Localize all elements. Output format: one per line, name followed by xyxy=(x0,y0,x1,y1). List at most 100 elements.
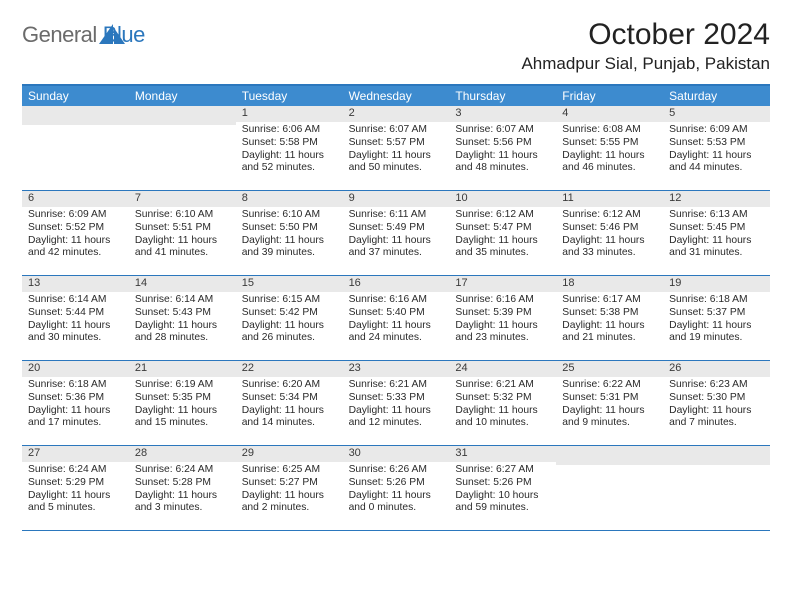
day-cell xyxy=(556,446,663,530)
sunrise-text: Sunrise: 6:19 AM xyxy=(135,379,230,392)
week-row: 20Sunrise: 6:18 AMSunset: 5:36 PMDayligh… xyxy=(22,361,770,446)
sunset-text: Sunset: 5:36 PM xyxy=(28,392,123,405)
day-number: 22 xyxy=(236,361,343,377)
day-cell: 27Sunrise: 6:24 AMSunset: 5:29 PMDayligh… xyxy=(22,446,129,530)
daylight-text: Daylight: 11 hours and 5 minutes. xyxy=(28,490,123,516)
location-text: Ahmadpur Sial, Punjab, Pakistan xyxy=(521,54,770,74)
daylight-text: Daylight: 11 hours and 7 minutes. xyxy=(669,405,764,431)
day-cell: 12Sunrise: 6:13 AMSunset: 5:45 PMDayligh… xyxy=(663,191,770,275)
sunrise-text: Sunrise: 6:09 AM xyxy=(669,124,764,137)
day-cell: 22Sunrise: 6:20 AMSunset: 5:34 PMDayligh… xyxy=(236,361,343,445)
daylight-text: Daylight: 11 hours and 35 minutes. xyxy=(455,235,550,261)
sunset-text: Sunset: 5:35 PM xyxy=(135,392,230,405)
day-cell: 20Sunrise: 6:18 AMSunset: 5:36 PMDayligh… xyxy=(22,361,129,445)
sunrise-text: Sunrise: 6:07 AM xyxy=(455,124,550,137)
day-number: 15 xyxy=(236,276,343,292)
sunset-text: Sunset: 5:34 PM xyxy=(242,392,337,405)
sunrise-text: Sunrise: 6:22 AM xyxy=(562,379,657,392)
day-number: 20 xyxy=(22,361,129,377)
daylight-text: Daylight: 11 hours and 30 minutes. xyxy=(28,320,123,346)
week-row: 1Sunrise: 6:06 AMSunset: 5:58 PMDaylight… xyxy=(22,106,770,191)
sunset-text: Sunset: 5:33 PM xyxy=(349,392,444,405)
day-cell: 5Sunrise: 6:09 AMSunset: 5:53 PMDaylight… xyxy=(663,106,770,190)
day-body: Sunrise: 6:24 AMSunset: 5:29 PMDaylight:… xyxy=(22,462,129,519)
day-cell: 26Sunrise: 6:23 AMSunset: 5:30 PMDayligh… xyxy=(663,361,770,445)
sunset-text: Sunset: 5:39 PM xyxy=(455,307,550,320)
dow-header-row: Sunday Monday Tuesday Wednesday Thursday… xyxy=(22,86,770,106)
sunset-text: Sunset: 5:57 PM xyxy=(349,137,444,150)
sunrise-text: Sunrise: 6:16 AM xyxy=(455,294,550,307)
sunrise-text: Sunrise: 6:18 AM xyxy=(669,294,764,307)
daylight-text: Daylight: 11 hours and 2 minutes. xyxy=(242,490,337,516)
day-body: Sunrise: 6:10 AMSunset: 5:51 PMDaylight:… xyxy=(129,207,236,264)
day-body: Sunrise: 6:11 AMSunset: 5:49 PMDaylight:… xyxy=(343,207,450,264)
day-number xyxy=(556,446,663,465)
dow-saturday: Saturday xyxy=(663,86,770,106)
dow-monday: Monday xyxy=(129,86,236,106)
dow-friday: Friday xyxy=(556,86,663,106)
sunrise-text: Sunrise: 6:27 AM xyxy=(455,464,550,477)
sunrise-text: Sunrise: 6:11 AM xyxy=(349,209,444,222)
week-row: 27Sunrise: 6:24 AMSunset: 5:29 PMDayligh… xyxy=(22,446,770,531)
day-body: Sunrise: 6:15 AMSunset: 5:42 PMDaylight:… xyxy=(236,292,343,349)
day-number: 27 xyxy=(22,446,129,462)
day-body: Sunrise: 6:25 AMSunset: 5:27 PMDaylight:… xyxy=(236,462,343,519)
sunrise-text: Sunrise: 6:24 AM xyxy=(28,464,123,477)
day-cell: 4Sunrise: 6:08 AMSunset: 5:55 PMDaylight… xyxy=(556,106,663,190)
day-cell: 9Sunrise: 6:11 AMSunset: 5:49 PMDaylight… xyxy=(343,191,450,275)
sunset-text: Sunset: 5:56 PM xyxy=(455,137,550,150)
day-number: 16 xyxy=(343,276,450,292)
daylight-text: Daylight: 11 hours and 3 minutes. xyxy=(135,490,230,516)
day-cell: 1Sunrise: 6:06 AMSunset: 5:58 PMDaylight… xyxy=(236,106,343,190)
weeks-host: 1Sunrise: 6:06 AMSunset: 5:58 PMDaylight… xyxy=(22,106,770,531)
dow-wednesday: Wednesday xyxy=(343,86,450,106)
sunset-text: Sunset: 5:38 PM xyxy=(562,307,657,320)
day-number: 31 xyxy=(449,446,556,462)
day-number: 5 xyxy=(663,106,770,122)
day-body: Sunrise: 6:14 AMSunset: 5:43 PMDaylight:… xyxy=(129,292,236,349)
day-number: 29 xyxy=(236,446,343,462)
day-number xyxy=(663,446,770,465)
day-cell: 29Sunrise: 6:25 AMSunset: 5:27 PMDayligh… xyxy=(236,446,343,530)
sunset-text: Sunset: 5:42 PM xyxy=(242,307,337,320)
day-number: 23 xyxy=(343,361,450,377)
sunset-text: Sunset: 5:29 PM xyxy=(28,477,123,490)
sunset-text: Sunset: 5:30 PM xyxy=(669,392,764,405)
sunset-text: Sunset: 5:50 PM xyxy=(242,222,337,235)
day-body: Sunrise: 6:19 AMSunset: 5:35 PMDaylight:… xyxy=(129,377,236,434)
daylight-text: Daylight: 11 hours and 26 minutes. xyxy=(242,320,337,346)
daylight-text: Daylight: 11 hours and 12 minutes. xyxy=(349,405,444,431)
sunrise-text: Sunrise: 6:12 AM xyxy=(455,209,550,222)
daylight-text: Daylight: 11 hours and 42 minutes. xyxy=(28,235,123,261)
sunset-text: Sunset: 5:52 PM xyxy=(28,222,123,235)
day-cell: 31Sunrise: 6:27 AMSunset: 5:26 PMDayligh… xyxy=(449,446,556,530)
day-body: Sunrise: 6:23 AMSunset: 5:30 PMDaylight:… xyxy=(663,377,770,434)
day-cell: 16Sunrise: 6:16 AMSunset: 5:40 PMDayligh… xyxy=(343,276,450,360)
day-cell: 8Sunrise: 6:10 AMSunset: 5:50 PMDaylight… xyxy=(236,191,343,275)
sunset-text: Sunset: 5:58 PM xyxy=(242,137,337,150)
day-cell: 3Sunrise: 6:07 AMSunset: 5:56 PMDaylight… xyxy=(449,106,556,190)
day-number: 19 xyxy=(663,276,770,292)
day-cell: 30Sunrise: 6:26 AMSunset: 5:26 PMDayligh… xyxy=(343,446,450,530)
daylight-text: Daylight: 11 hours and 37 minutes. xyxy=(349,235,444,261)
sunset-text: Sunset: 5:28 PM xyxy=(135,477,230,490)
day-number: 24 xyxy=(449,361,556,377)
sunrise-text: Sunrise: 6:25 AM xyxy=(242,464,337,477)
sunset-text: Sunset: 5:27 PM xyxy=(242,477,337,490)
sunrise-text: Sunrise: 6:10 AM xyxy=(135,209,230,222)
sunrise-text: Sunrise: 6:08 AM xyxy=(562,124,657,137)
day-body: Sunrise: 6:06 AMSunset: 5:58 PMDaylight:… xyxy=(236,122,343,179)
day-body: Sunrise: 6:07 AMSunset: 5:57 PMDaylight:… xyxy=(343,122,450,179)
calendar-page: General Blue October 2024 Ahmadpur Sial,… xyxy=(0,0,792,531)
day-cell: 2Sunrise: 6:07 AMSunset: 5:57 PMDaylight… xyxy=(343,106,450,190)
day-body: Sunrise: 6:09 AMSunset: 5:53 PMDaylight:… xyxy=(663,122,770,179)
day-number xyxy=(129,106,236,125)
sunrise-text: Sunrise: 6:09 AM xyxy=(28,209,123,222)
daylight-text: Daylight: 11 hours and 39 minutes. xyxy=(242,235,337,261)
day-number: 9 xyxy=(343,191,450,207)
day-body: Sunrise: 6:18 AMSunset: 5:37 PMDaylight:… xyxy=(663,292,770,349)
sunrise-text: Sunrise: 6:21 AM xyxy=(455,379,550,392)
day-body: Sunrise: 6:12 AMSunset: 5:46 PMDaylight:… xyxy=(556,207,663,264)
day-body: Sunrise: 6:09 AMSunset: 5:52 PMDaylight:… xyxy=(22,207,129,264)
day-body: Sunrise: 6:24 AMSunset: 5:28 PMDaylight:… xyxy=(129,462,236,519)
